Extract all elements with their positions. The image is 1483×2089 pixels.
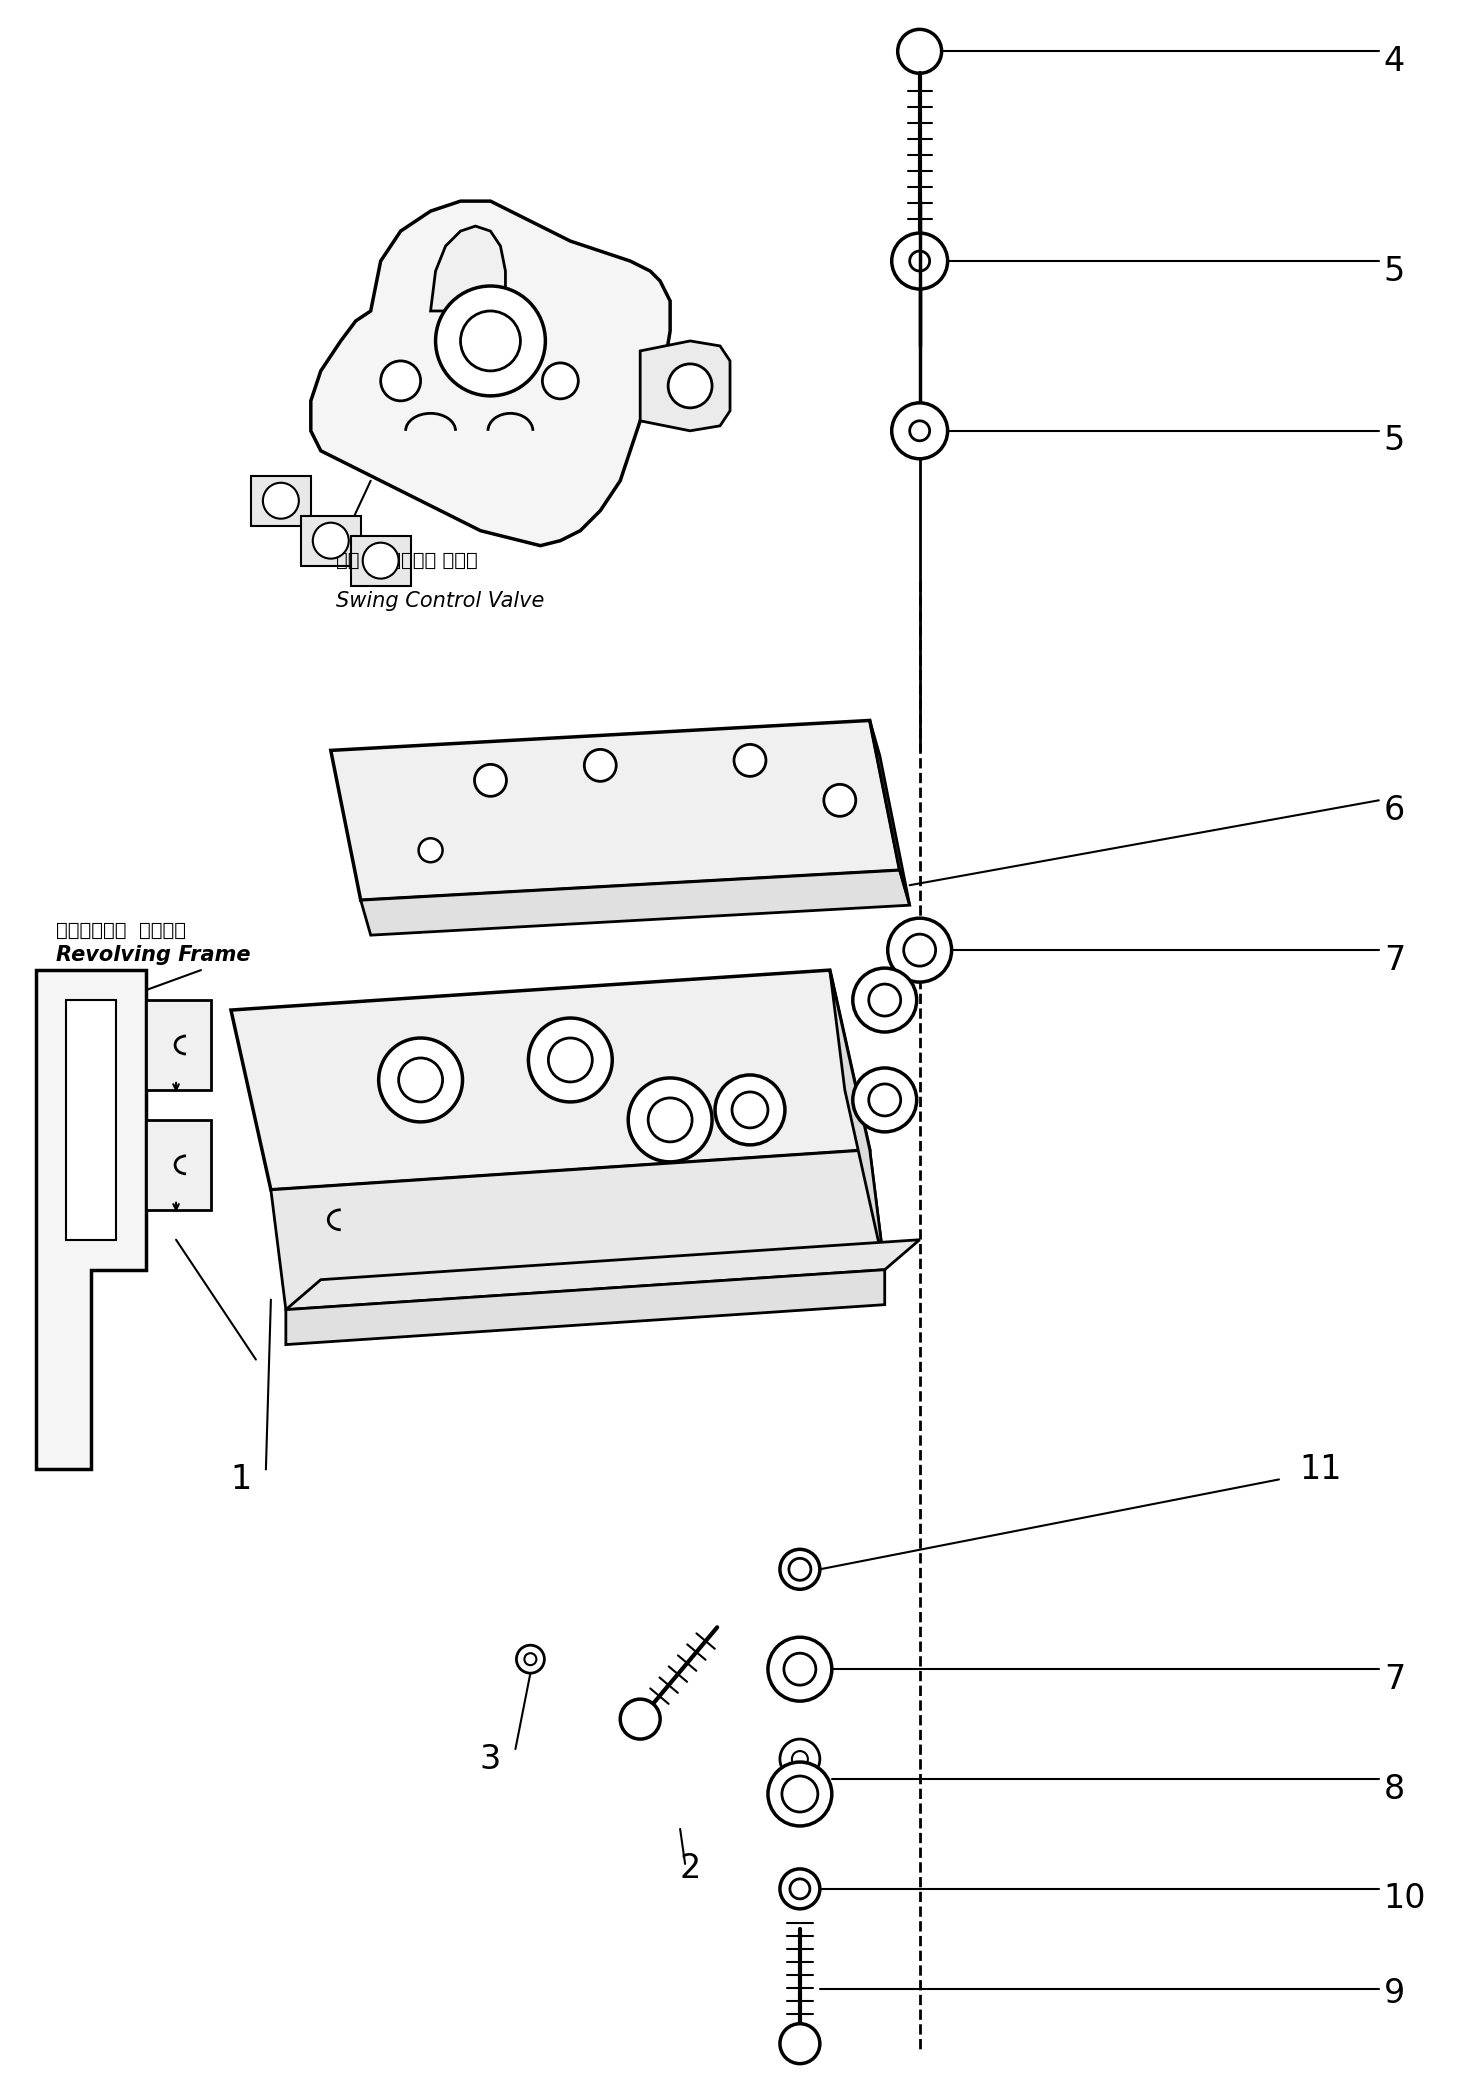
Circle shape: [669, 363, 712, 407]
Circle shape: [549, 1038, 592, 1082]
Circle shape: [853, 967, 916, 1032]
Text: 2: 2: [679, 1853, 701, 1886]
Circle shape: [789, 1558, 811, 1579]
Circle shape: [418, 838, 442, 863]
Circle shape: [869, 1084, 900, 1116]
Circle shape: [629, 1078, 712, 1161]
Text: Swing Control Valve: Swing Control Valve: [335, 591, 544, 610]
Polygon shape: [147, 1120, 211, 1210]
Polygon shape: [67, 1001, 116, 1239]
Text: 8: 8: [1384, 1771, 1404, 1805]
Text: 4: 4: [1384, 44, 1404, 77]
Circle shape: [528, 1017, 612, 1101]
Circle shape: [525, 1652, 537, 1665]
Polygon shape: [430, 226, 506, 311]
Polygon shape: [231, 969, 869, 1191]
Polygon shape: [251, 476, 311, 526]
Circle shape: [313, 522, 349, 558]
Circle shape: [620, 1698, 660, 1738]
Circle shape: [715, 1076, 785, 1145]
Circle shape: [399, 1057, 442, 1101]
Text: 旋回 コントロール バルブ: 旋回 コントロール バルブ: [335, 551, 478, 570]
Circle shape: [853, 1067, 916, 1132]
Circle shape: [543, 363, 578, 399]
Text: 5: 5: [1384, 424, 1404, 457]
Circle shape: [909, 251, 930, 272]
Circle shape: [436, 286, 546, 395]
Polygon shape: [286, 1239, 919, 1310]
Polygon shape: [301, 516, 360, 566]
Circle shape: [792, 1751, 808, 1767]
Text: 3: 3: [480, 1742, 501, 1776]
Circle shape: [733, 1093, 768, 1128]
Polygon shape: [36, 969, 147, 1469]
Circle shape: [897, 29, 942, 73]
Circle shape: [790, 1878, 810, 1899]
Text: レボルビング  フレーム: レボルビング フレーム: [56, 921, 187, 940]
Circle shape: [378, 1038, 463, 1122]
Circle shape: [475, 765, 506, 796]
Circle shape: [780, 1738, 820, 1780]
Circle shape: [648, 1099, 693, 1143]
Circle shape: [891, 234, 948, 288]
Text: 10: 10: [1384, 1882, 1427, 1916]
Text: 11: 11: [1299, 1454, 1342, 1485]
Polygon shape: [869, 721, 909, 905]
Circle shape: [785, 1652, 816, 1686]
Circle shape: [891, 403, 948, 460]
Polygon shape: [641, 341, 730, 430]
Text: 7: 7: [1384, 944, 1404, 978]
Text: 1: 1: [230, 1462, 252, 1496]
Circle shape: [262, 483, 300, 518]
Circle shape: [734, 744, 765, 777]
Circle shape: [516, 1646, 544, 1673]
Text: Revolving Frame: Revolving Frame: [56, 944, 251, 965]
Polygon shape: [311, 201, 670, 545]
Circle shape: [825, 783, 856, 817]
Circle shape: [780, 1870, 820, 1909]
Circle shape: [780, 1550, 820, 1590]
Circle shape: [782, 1776, 817, 1811]
Polygon shape: [286, 1270, 885, 1345]
Circle shape: [903, 934, 936, 965]
Circle shape: [768, 1638, 832, 1700]
Polygon shape: [351, 535, 411, 585]
Text: 7: 7: [1384, 1663, 1404, 1696]
Circle shape: [869, 984, 900, 1015]
Text: 9: 9: [1384, 1976, 1404, 2010]
Circle shape: [768, 1761, 832, 1826]
Circle shape: [909, 420, 930, 441]
Polygon shape: [331, 721, 900, 900]
Circle shape: [461, 311, 521, 372]
Polygon shape: [830, 969, 885, 1270]
Text: 5: 5: [1384, 255, 1404, 288]
Circle shape: [584, 750, 617, 781]
Circle shape: [363, 543, 399, 579]
Polygon shape: [271, 1149, 885, 1310]
Text: 6: 6: [1384, 794, 1404, 827]
Circle shape: [780, 2024, 820, 2064]
Polygon shape: [360, 871, 909, 936]
Circle shape: [888, 919, 952, 982]
Circle shape: [381, 361, 421, 401]
Polygon shape: [147, 1001, 211, 1090]
